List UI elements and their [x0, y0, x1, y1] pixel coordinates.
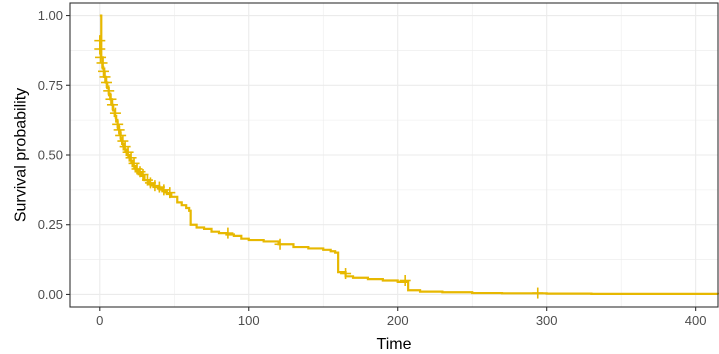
y-tick-label: 0.75: [38, 78, 63, 93]
x-tick-label: 0: [96, 313, 103, 328]
censor-mark: [106, 99, 118, 111]
y-axis-title: Survival probability: [13, 88, 30, 222]
censor-mark: [149, 180, 161, 192]
censor-mark: [103, 85, 115, 97]
censor-mark: [144, 177, 156, 189]
censor-mark: [100, 76, 112, 88]
censor-mark: [137, 169, 149, 181]
censor-mark: [158, 184, 170, 196]
censor-marks: [94, 35, 544, 299]
x-tick-label: 100: [238, 313, 260, 328]
y-tick-label: 1.00: [38, 8, 63, 23]
censor-mark: [113, 124, 125, 136]
censor-mark: [115, 129, 127, 141]
y-tick-label: 0.25: [38, 217, 63, 232]
censor-mark: [95, 51, 107, 63]
censor-mark: [98, 65, 110, 77]
censor-mark: [109, 107, 121, 119]
censor-mark: [112, 118, 124, 130]
censor-mark: [153, 181, 165, 193]
censor-mark: [222, 227, 234, 239]
x-tick-label: 400: [685, 313, 707, 328]
grid-lines: [70, 3, 718, 307]
x-tick-label: 200: [387, 313, 409, 328]
censor-mark: [125, 152, 137, 164]
censor-mark: [274, 238, 286, 250]
censor-mark: [128, 157, 140, 169]
censor-mark: [532, 287, 544, 299]
censor-mark: [96, 57, 108, 69]
censor-mark: [99, 71, 111, 83]
x-tick-label: 300: [536, 313, 558, 328]
y-axis-ticks: 0.00 0.25 0.50 0.75 1.00: [38, 8, 70, 302]
censor-mark: [340, 268, 352, 280]
censor-mark: [122, 146, 134, 158]
y-tick-label: 0.50: [38, 148, 63, 163]
x-axis-ticks: 0 100 200 300 400: [96, 307, 707, 328]
censor-mark: [105, 93, 117, 105]
y-tick-label: 0.00: [38, 287, 63, 302]
censor-mark: [117, 135, 129, 147]
x-axis-title: Time: [377, 336, 412, 353]
censor-mark: [399, 275, 411, 287]
censor-mark: [164, 187, 176, 199]
censor-mark: [119, 141, 131, 153]
